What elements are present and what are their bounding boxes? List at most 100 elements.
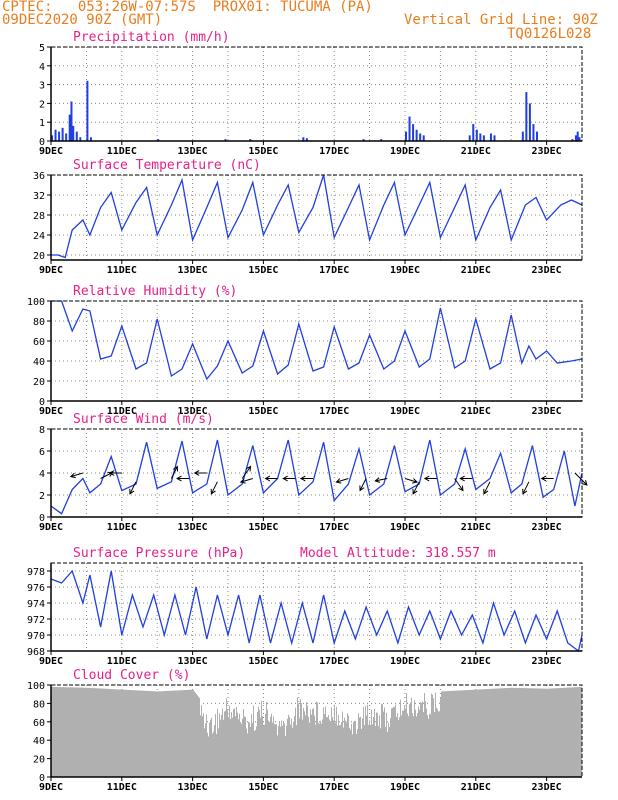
cloud-bar <box>415 709 416 777</box>
cloud-bar <box>274 723 275 777</box>
cloud-bar <box>371 709 372 777</box>
cloud-bar <box>86 687 87 777</box>
cloud-bar <box>254 730 255 777</box>
cloud-bar <box>229 705 230 777</box>
cloud-bar <box>297 697 298 777</box>
cloud-bar <box>111 689 112 777</box>
wind-vector <box>70 472 84 478</box>
cloud-bar <box>347 713 348 777</box>
wind-vector <box>404 478 418 483</box>
cloud-bar <box>173 690 174 777</box>
cloud-bar <box>92 688 93 777</box>
x-tick-label: 9DEC <box>39 656 63 667</box>
panel-frame <box>50 46 583 142</box>
cloud-bar <box>216 734 217 777</box>
y-tick-label: 60 <box>33 718 45 729</box>
y-tick-label: 36 <box>33 171 45 182</box>
cloud-bar <box>236 706 237 777</box>
cloud-bar <box>325 706 326 777</box>
cloud-bar <box>370 724 371 777</box>
cloud-bar <box>437 709 438 777</box>
cloud-bar <box>151 691 152 777</box>
cloud-bar <box>349 727 350 777</box>
cloud-bar <box>71 687 72 777</box>
cloud-bar <box>547 688 548 777</box>
cloud-bar <box>340 725 341 777</box>
cloud-bar <box>498 688 499 777</box>
cloud-bar <box>556 688 557 777</box>
cloud-bar <box>395 704 396 777</box>
cloud-bar <box>400 699 401 777</box>
cloud-bar <box>156 691 157 777</box>
cloud-bar <box>225 711 226 777</box>
cloud-bar <box>360 716 361 777</box>
cloud-bar <box>310 709 311 777</box>
cloud-bar <box>541 688 542 777</box>
cloud-bar <box>74 687 75 777</box>
cloud-bar <box>227 708 228 777</box>
cloud-bar <box>399 717 400 777</box>
cloud-bar <box>575 687 576 777</box>
cloud-bar <box>271 713 272 777</box>
cloud-bar <box>343 727 344 777</box>
cloud-bar <box>499 688 500 777</box>
cloud-bar <box>558 688 559 777</box>
wind-arrowhead <box>69 472 76 479</box>
cloud-bar <box>96 688 97 777</box>
cloud-bar <box>257 711 258 777</box>
cloud-bar <box>93 688 94 777</box>
cloud-bar <box>253 705 254 777</box>
cloud-bar <box>520 687 521 777</box>
cloud-bar <box>119 689 120 777</box>
x-tick-label: 13DEC <box>178 406 208 417</box>
y-tick-label: 0 <box>39 397 45 408</box>
precip-bar <box>578 137 581 141</box>
cloud-bar <box>364 725 365 777</box>
precip-bar <box>405 131 407 141</box>
cloud-bar <box>539 688 540 777</box>
cloud-bar <box>566 687 567 777</box>
cloud-bar <box>444 691 445 777</box>
cloud-bar <box>532 688 533 777</box>
cloud-bar <box>553 688 554 777</box>
cloud-bar <box>527 688 528 777</box>
wind-vector <box>574 472 588 486</box>
series-line <box>50 439 583 515</box>
cloud-bar <box>197 695 198 777</box>
wind-arrowhead <box>108 470 115 476</box>
cloud-bar <box>476 689 477 777</box>
cloud-bar <box>232 717 233 777</box>
cloud-bar <box>172 690 173 777</box>
cloud-bar <box>190 689 191 777</box>
wind-vector <box>240 478 253 483</box>
cloud-bar <box>112 689 113 777</box>
y-tick-label: 974 <box>27 599 45 610</box>
cloud-bar <box>536 688 537 777</box>
cloud-bar <box>61 687 62 777</box>
cloud-bar <box>384 707 385 777</box>
cloud-bar <box>411 697 412 777</box>
y-tick-label: 40 <box>33 357 45 368</box>
x-tick-label: 13DEC <box>178 522 208 533</box>
cloud-bar <box>441 691 442 777</box>
precip-bar <box>574 135 577 141</box>
cloud-bar <box>334 704 335 777</box>
cloud-bar <box>456 690 457 777</box>
cloud-bar <box>346 722 347 777</box>
cloud-bar <box>267 709 268 777</box>
y-tick-label: 6 <box>39 447 45 458</box>
cloud-bar <box>154 691 155 777</box>
precip-bar <box>482 135 485 141</box>
cloud-bar <box>522 688 523 777</box>
cloud-bar <box>535 688 536 777</box>
cloud-bar <box>462 690 463 777</box>
cloud-bar <box>320 720 321 777</box>
cloud-bar <box>410 702 411 777</box>
y-tick-label: 0 <box>39 773 45 784</box>
panel-0 <box>47 46 583 145</box>
cloud-bar <box>479 689 480 777</box>
cloud-bar <box>330 721 331 777</box>
cloud-bar <box>55 686 56 777</box>
cloud-bar <box>192 689 193 777</box>
cloud-bar <box>145 690 146 777</box>
